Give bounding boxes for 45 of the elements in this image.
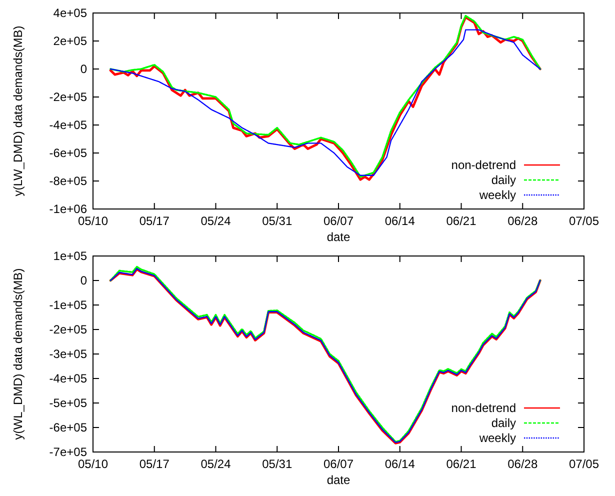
x-axis-title: date (326, 473, 350, 487)
y-tick-label: 1e+05 (53, 249, 88, 263)
x-tick-label: 07/05 (568, 214, 600, 228)
y-tick-label: 2e+05 (53, 34, 88, 48)
x-tick-label: 05/31 (262, 457, 292, 471)
x-axis-title: date (326, 230, 350, 244)
x-tick-label: 06/21 (446, 457, 477, 471)
y-tick-label: -4e+05 (49, 372, 88, 386)
y-tick-label: -1e+05 (49, 298, 88, 312)
x-tick-label: 05/17 (139, 457, 170, 471)
y-axis-title: y(WL_DMD) data demands(MB) (11, 268, 25, 440)
x-tick-label: 06/14 (384, 457, 416, 471)
x-tick-label: 07/05 (568, 457, 600, 471)
x-tick-label: 05/24 (200, 214, 232, 228)
y-tick-label: -1e+06 (49, 202, 88, 216)
y-tick-label: -3e+05 (49, 347, 88, 361)
y-tick-label: 0 (80, 62, 88, 76)
y-tick-label: -5e+05 (49, 396, 88, 410)
y-tick-label: -2e+05 (49, 90, 88, 104)
x-tick-label: 06/28 (508, 214, 538, 228)
x-tick-label: 05/31 (262, 214, 292, 228)
y-tick-label: 0 (80, 274, 88, 288)
x-tick-label: 06/14 (384, 214, 416, 228)
x-tick-label: 05/24 (200, 457, 232, 471)
legend-label: daily (491, 416, 516, 430)
x-tick-label: 06/07 (323, 457, 354, 471)
y-tick-label: -6e+05 (49, 146, 88, 160)
x-tick-label: 05/10 (78, 214, 108, 228)
y-tick-label: -8e+05 (49, 174, 88, 188)
legend-label: non-detrend (451, 401, 516, 415)
x-tick-label: 06/07 (323, 214, 354, 228)
y-tick-label: -2e+05 (49, 322, 88, 336)
x-tick-label: 05/10 (78, 457, 108, 471)
y-axis-title: y(LW_DMD) data demands(MB) (11, 26, 25, 196)
y-tick-label: -6e+05 (49, 420, 88, 434)
legend-label: weekly (478, 431, 516, 445)
legend-label: non-detrend (451, 158, 516, 172)
y-tick-label: -7e+05 (49, 445, 88, 459)
legend-label: weekly (478, 188, 516, 202)
y-tick-label: -4e+05 (49, 118, 88, 132)
x-tick-label: 06/28 (508, 457, 538, 471)
x-tick-label: 05/17 (139, 214, 170, 228)
y-tick-label: 4e+05 (53, 6, 88, 20)
legend-label: daily (491, 173, 516, 187)
x-tick-label: 06/21 (446, 214, 477, 228)
